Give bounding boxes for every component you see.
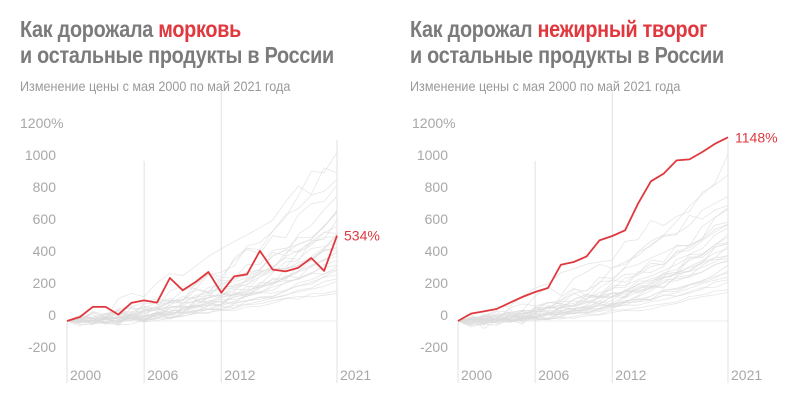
background-series-line: [457, 205, 729, 325]
background-series-line: [457, 279, 729, 323]
background-series-line: [457, 270, 729, 323]
background-series-line: [457, 196, 729, 326]
x-tick-label: 2012: [615, 367, 646, 383]
background-series-line: [66, 290, 338, 323]
y-tick-label: 1200%: [412, 115, 456, 131]
highlight-series-line: [66, 235, 338, 322]
x-tick-label: 2021: [731, 367, 762, 383]
background-series-line: [457, 281, 729, 322]
background-series-line: [457, 248, 729, 326]
title-line2: и остальные продукты в России: [410, 42, 724, 68]
y-tick-label: -200: [420, 339, 448, 355]
line-chart-cottage-cheese: 2000 2006 2012 20211200%10008006004002000-2…: [412, 91, 778, 383]
x-tick-label: 2021: [340, 367, 371, 383]
chart-title: Как дорожала морковь и остальные продукт…: [20, 16, 334, 68]
y-tick-label: 600: [425, 211, 449, 227]
title-highlight: нежирный творог: [537, 16, 708, 42]
background-series-line: [66, 256, 338, 323]
title-prefix: Как дорожал: [410, 16, 538, 42]
background-series-line: [66, 293, 338, 322]
y-tick-label: 800: [33, 179, 57, 195]
background-series-line: [457, 289, 729, 323]
background-series-line: [66, 167, 338, 324]
x-tick-label: 2000: [70, 367, 101, 383]
y-tick-label: 0: [48, 307, 56, 323]
y-tick-label: 400: [425, 243, 449, 259]
line-chart-carrot: 2000 2006 2012 20211200%10008006004002000-2…: [20, 91, 380, 383]
chart-title: Как дорожал нежирный творог и остальные …: [410, 16, 724, 68]
y-tick-label: 0: [440, 307, 448, 323]
background-series-line: [457, 292, 729, 323]
background-series-line: [457, 260, 729, 323]
background-series-line: [457, 224, 729, 323]
x-tick-label: 2000: [461, 367, 492, 383]
y-tick-label: 600: [33, 211, 57, 227]
background-series-line: [66, 212, 338, 322]
y-tick-label: 800: [425, 179, 449, 195]
y-tick-label: -200: [28, 339, 56, 355]
background-series-line: [457, 254, 729, 322]
background-series-line: [66, 249, 338, 322]
chart-subtitle: Изменение цены с мая 2000 по май 2021 го…: [410, 78, 681, 94]
background-series-line: [457, 243, 729, 326]
background-series-line: [66, 269, 338, 322]
chart-panel-cottage-cheese: Как дорожал нежирный творог и остальные …: [390, 0, 790, 401]
y-tick-label: 1200%: [20, 115, 64, 131]
title-prefix: Как дорожала: [20, 16, 159, 42]
y-tick-label: 400: [33, 243, 57, 259]
end-value-label: 534%: [344, 228, 380, 244]
x-tick-label: 2006: [147, 367, 178, 383]
title-highlight: морковь: [158, 16, 242, 42]
y-tick-label: 200: [425, 275, 449, 291]
chart-subtitle: Изменение цены с мая 2000 по май 2021 го…: [20, 78, 291, 94]
highlight-series-line: [457, 136, 729, 322]
title-line2: и остальные продукты в России: [20, 42, 334, 68]
end-value-label: 1148%: [735, 129, 778, 145]
y-tick-label: 1000: [25, 147, 56, 163]
x-tick-label: 2006: [538, 367, 569, 383]
x-tick-label: 2012: [224, 367, 255, 383]
background-series-line: [457, 258, 729, 322]
y-tick-label: 200: [33, 275, 57, 291]
background-series-line: [66, 210, 338, 326]
background-series-line: [66, 251, 338, 322]
background-series-line: [66, 185, 338, 322]
chart-panel-carrot: Как дорожала морковь и остальные продукт…: [20, 16, 380, 383]
y-tick-label: 1000: [417, 147, 448, 163]
